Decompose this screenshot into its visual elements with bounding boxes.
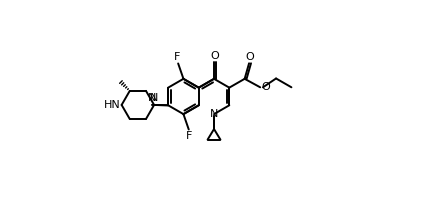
Text: N: N — [150, 93, 159, 103]
Text: O: O — [210, 51, 219, 61]
Text: O: O — [261, 82, 270, 92]
Text: F: F — [186, 131, 192, 141]
Text: N: N — [148, 93, 156, 103]
Text: O: O — [246, 52, 255, 62]
Text: F: F — [174, 52, 180, 62]
Text: N: N — [210, 109, 218, 119]
Text: HN: HN — [104, 100, 121, 110]
